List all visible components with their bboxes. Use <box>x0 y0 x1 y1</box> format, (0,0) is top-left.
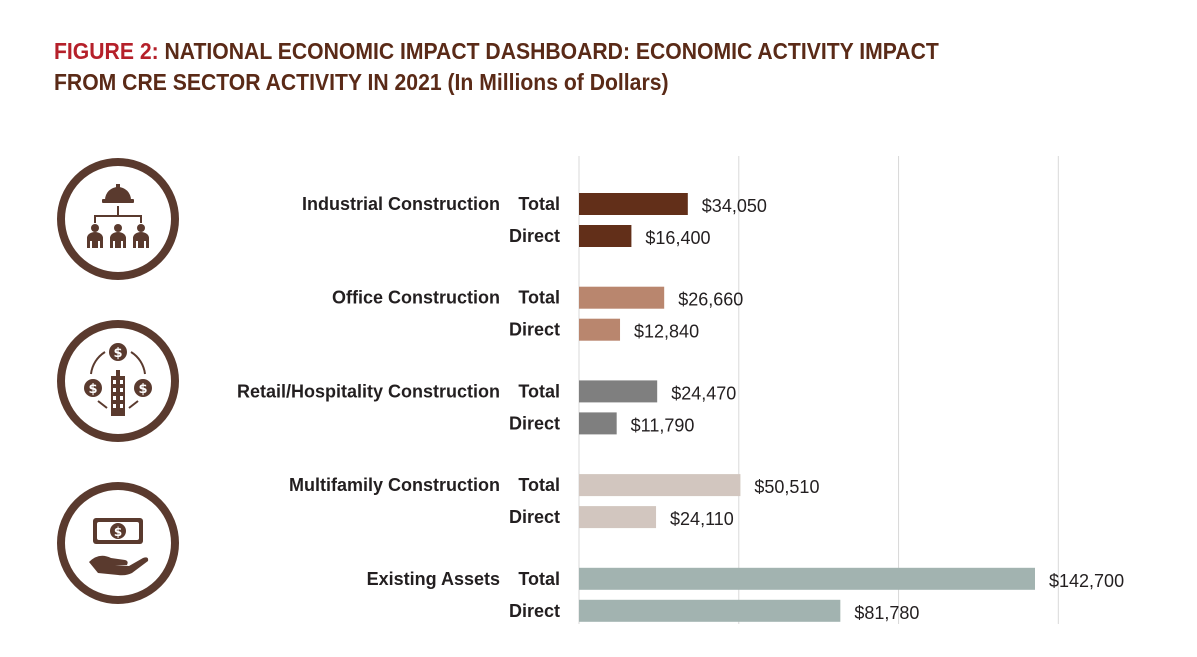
category-label: Existing Assets <box>367 569 500 589</box>
value-label: $24,470 <box>671 383 736 403</box>
value-label: $16,400 <box>645 228 710 248</box>
bar-type-label: Direct <box>509 320 560 340</box>
bar-total <box>579 380 658 403</box>
bar-total <box>579 567 1035 590</box>
bar-total <box>579 286 665 309</box>
title-unit: (In Millions of Dollars) <box>447 69 669 95</box>
value-label: $81,780 <box>854 603 919 623</box>
building-money-icon: $ $ $ <box>57 320 179 442</box>
bar-direct <box>579 506 657 529</box>
bar-type-label: Total <box>518 569 560 589</box>
category-label: Office Construction <box>332 288 500 308</box>
bar-type-label: Direct <box>509 507 560 527</box>
bar-direct <box>579 412 617 435</box>
category-label: Retail/Hospitality Construction <box>237 381 500 401</box>
bar-type-label: Direct <box>509 413 560 433</box>
value-label: $24,110 <box>670 509 734 529</box>
svg-text:$: $ <box>88 382 97 397</box>
value-label: $50,510 <box>754 477 819 497</box>
title-line1: NATIONAL ECONOMIC IMPACT DASHBOARD: ECON… <box>164 38 939 64</box>
category-label: Industrial Construction <box>302 194 500 214</box>
value-label: $26,660 <box>678 290 743 310</box>
bar-type-label: Total <box>518 194 560 214</box>
chart-title: FIGURE 2: NATIONAL ECONOMIC IMPACT DASHB… <box>54 36 1066 98</box>
construction-workers-icon <box>57 158 179 280</box>
value-label: $11,790 <box>631 415 695 435</box>
bar-type-label: Total <box>518 381 560 401</box>
bar-direct <box>579 318 621 341</box>
bar-direct <box>579 225 632 247</box>
bar-type-label: Total <box>518 475 560 495</box>
figure-label: FIGURE 2: <box>54 38 159 64</box>
svg-text:$: $ <box>113 346 122 361</box>
bar-type-label: Total <box>518 288 560 308</box>
bar-total <box>579 474 741 497</box>
value-label: $12,840 <box>634 322 699 342</box>
svg-text:$: $ <box>138 382 147 397</box>
bar-type-label: Direct <box>509 226 560 246</box>
hand-money-icon: $ <box>57 482 179 604</box>
bar-total <box>579 193 688 215</box>
value-label: $34,050 <box>702 196 767 216</box>
bar-direct <box>579 599 841 622</box>
value-label: $142,700 <box>1049 571 1124 591</box>
bar-type-label: Direct <box>509 601 560 621</box>
svg-text:$: $ <box>114 525 122 539</box>
title-line2: FROM CRE SECTOR ACTIVITY IN 2021 <box>54 69 442 95</box>
category-label: Multifamily Construction <box>289 475 500 495</box>
